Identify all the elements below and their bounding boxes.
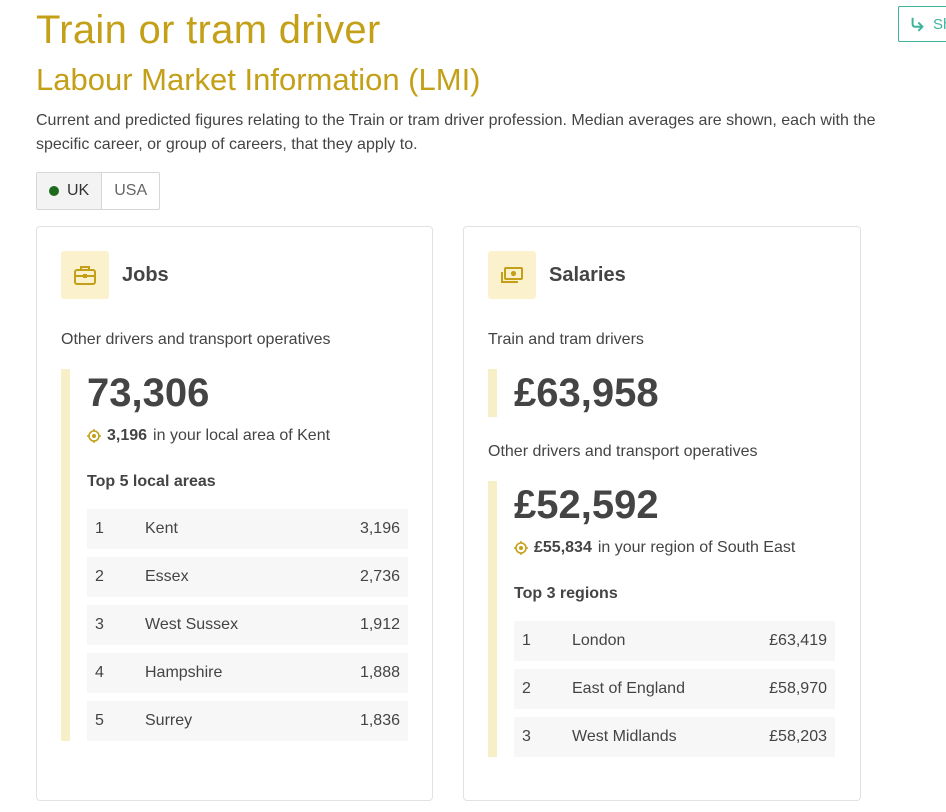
jobs-bar-block: 73,306 3,196 in your local area of Kent … [61, 369, 408, 741]
toggle-uk[interactable]: UK [37, 173, 103, 209]
table-row: 5 Surrey 1,836 [87, 701, 408, 741]
rank-number: 5 [95, 712, 104, 729]
rank-area: West Sussex [145, 616, 239, 633]
location-target-icon [514, 541, 528, 555]
rank-value: 3,196 [359, 520, 400, 537]
rank-area: Kent [145, 520, 178, 537]
jobs-total: 73,306 [87, 371, 210, 415]
table-row: 4 Hampshire 1,888 [87, 653, 408, 693]
rank-number: 2 [522, 680, 531, 697]
salaries-group2-label: Other drivers and transport operatives [488, 443, 758, 460]
region-toggle: UK USA [36, 172, 161, 210]
rank-number: 1 [95, 520, 104, 537]
salaries-local-value: £55,834 [534, 539, 592, 556]
share-button[interactable]: Sh [898, 6, 946, 42]
jobs-rank-table: 1 Kent 3,196 2 Essex 2,736 3 West Sussex… [87, 509, 408, 741]
money-icon [488, 251, 536, 299]
rank-value: 1,888 [359, 664, 400, 681]
share-arrow-icon [911, 17, 924, 32]
rank-value: 2,736 [359, 568, 400, 585]
salaries-local-text: in your region of South East [597, 539, 796, 556]
salaries-title: Salaries [549, 263, 626, 286]
jobs-local-value: 3,196 [107, 427, 148, 444]
table-row: 2 East of England £58,970 [514, 669, 835, 709]
salaries-card: Salaries Train and tram drivers £63,958 … [463, 226, 861, 801]
rank-region: West Midlands [572, 728, 677, 745]
intro-text: Current and predicted figures relating t… [36, 112, 876, 153]
jobs-card-header: Jobs [61, 251, 169, 299]
rank-region: East of England [572, 680, 685, 697]
rank-area: Surrey [145, 712, 193, 729]
salaries-bar-block-2: £52,592 £55,834 in your region of South … [488, 481, 835, 757]
jobs-title: Jobs [122, 263, 169, 286]
table-row: 2 Essex 2,736 [87, 557, 408, 597]
rank-area: Essex [145, 568, 189, 585]
toggle-usa-label: USA [114, 182, 148, 199]
salaries-value1: £63,958 [514, 371, 659, 415]
rank-number: 4 [95, 664, 104, 681]
salaries-value2: £52,592 [514, 483, 659, 527]
rank-area: Hampshire [145, 664, 223, 681]
salaries-bar-block-1: £63,958 [488, 369, 659, 417]
rank-value: £58,203 [769, 728, 827, 745]
salaries-card-header: Salaries [488, 251, 626, 299]
page-subtitle: Labour Market Information (LMI) [36, 62, 481, 97]
rank-number: 1 [522, 632, 531, 649]
salaries-top-label: Top 3 regions [514, 585, 618, 602]
rank-region: London [572, 632, 626, 649]
location-target-icon [87, 429, 101, 443]
salaries-rank-table: 1 London £63,419 2 East of England £58,9… [514, 621, 835, 757]
rank-value: £58,970 [769, 680, 827, 697]
rank-value: 1,912 [359, 616, 400, 633]
jobs-group-label: Other drivers and transport operatives [61, 331, 331, 348]
toggle-usa[interactable]: USA [102, 173, 159, 209]
rank-number: 3 [522, 728, 531, 745]
rank-value: £63,419 [769, 632, 827, 649]
toggle-uk-label: UK [67, 182, 90, 199]
salaries-group1-label: Train and tram drivers [488, 331, 644, 348]
page-title: Train or tram driver [36, 8, 381, 52]
salaries-local-line: £55,834 in your region of South East [514, 539, 835, 557]
rank-value: 1,836 [359, 712, 400, 729]
selected-dot-icon [49, 186, 59, 196]
share-label: Sh [933, 15, 946, 33]
rank-number: 2 [95, 568, 104, 585]
table-row: 1 London £63,419 [514, 621, 835, 661]
jobs-local-line: 3,196 in your local area of Kent [87, 427, 408, 445]
jobs-top-label: Top 5 local areas [87, 473, 216, 490]
table-row: 3 West Midlands £58,203 [514, 717, 835, 757]
table-row: 1 Kent 3,196 [87, 509, 408, 549]
table-row: 3 West Sussex 1,912 [87, 605, 408, 645]
briefcase-icon [61, 251, 109, 299]
rank-number: 3 [95, 616, 104, 633]
jobs-local-text: in your local area of Kent [153, 427, 331, 444]
jobs-card: Jobs Other drivers and transport operati… [36, 226, 433, 801]
